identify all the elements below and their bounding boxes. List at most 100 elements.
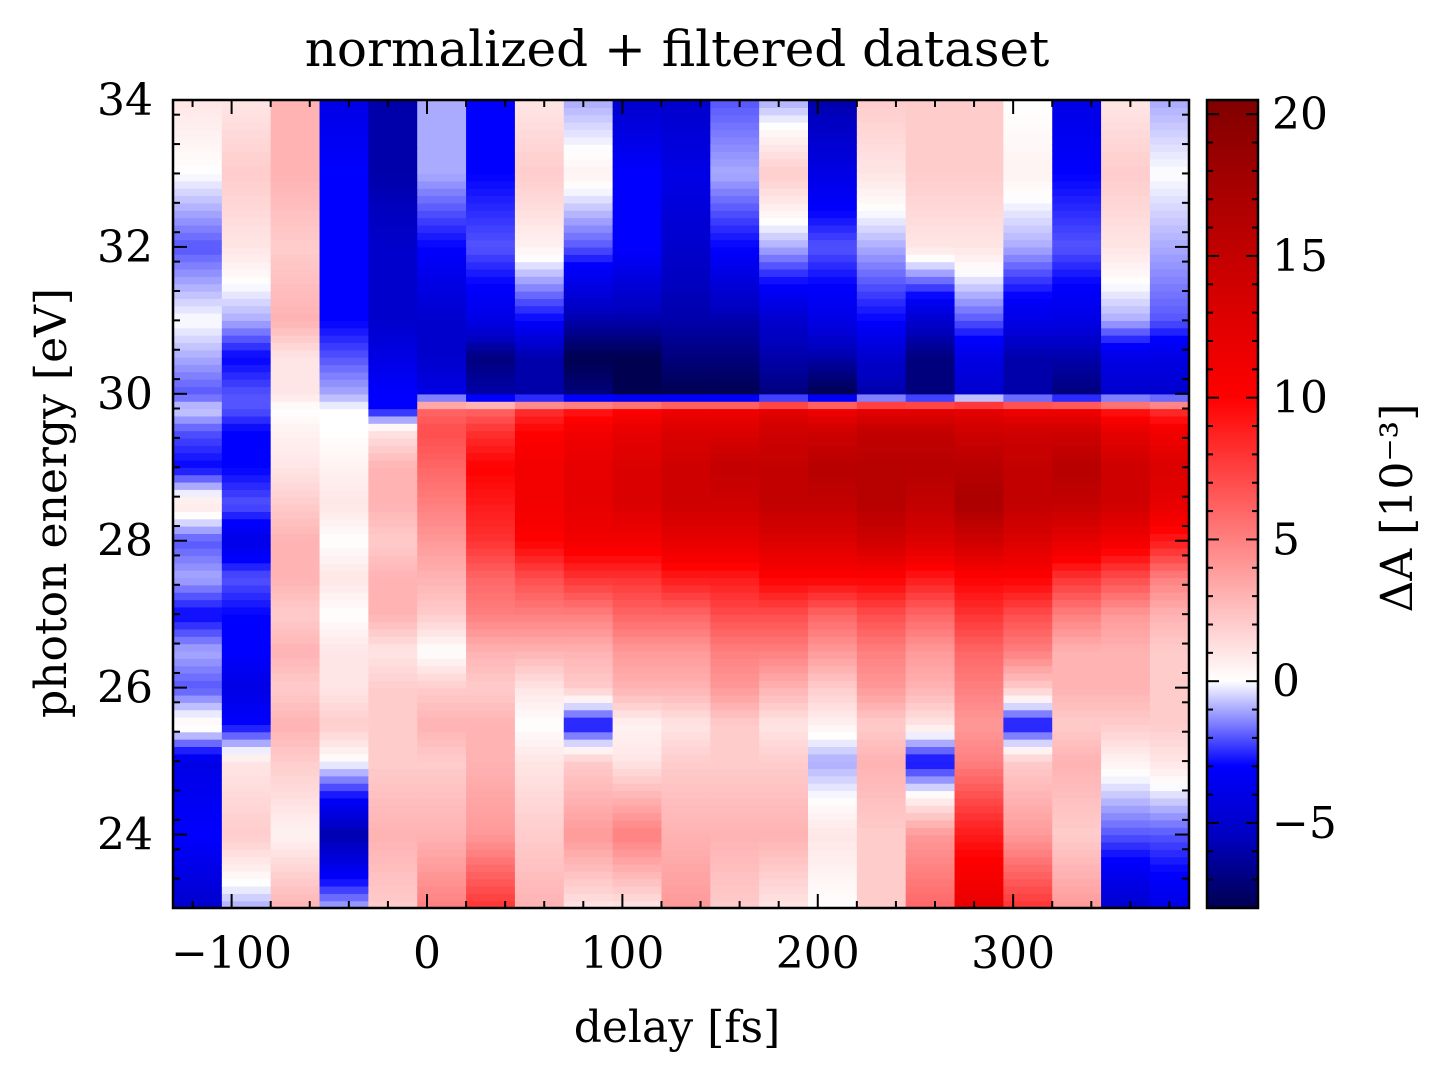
heatmap-cell bbox=[417, 841, 467, 850]
heatmap-cell bbox=[1003, 246, 1053, 255]
heatmap-cell bbox=[1101, 210, 1151, 219]
heatmap-cell bbox=[710, 871, 760, 880]
heatmap-cell bbox=[173, 349, 223, 358]
heatmap-cell bbox=[221, 290, 272, 299]
heatmap-cell bbox=[466, 643, 516, 652]
heatmap-cell bbox=[270, 658, 321, 667]
heatmap-cell bbox=[173, 636, 223, 645]
heatmap-cell bbox=[368, 540, 418, 549]
heatmap-cell bbox=[417, 599, 467, 608]
heatmap-cell bbox=[270, 592, 321, 601]
y-axis-label: photon energy [eV] bbox=[26, 288, 77, 718]
heatmap-cell bbox=[954, 518, 1004, 527]
heatmap-cell bbox=[563, 871, 614, 880]
heatmap-cell bbox=[466, 592, 516, 601]
heatmap-cell bbox=[1003, 379, 1053, 388]
heatmap-cell bbox=[759, 496, 809, 505]
heatmap-cell bbox=[808, 423, 858, 432]
heatmap-cell bbox=[856, 342, 907, 351]
heatmap-cell bbox=[514, 665, 565, 674]
heatmap-cell bbox=[612, 577, 663, 586]
heatmap-cell bbox=[173, 481, 223, 490]
heatmap-cell bbox=[759, 834, 809, 843]
heatmap-cell bbox=[612, 687, 663, 696]
heatmap-cell bbox=[905, 166, 956, 175]
heatmap-cell bbox=[759, 342, 809, 351]
heatmap-cell bbox=[1101, 232, 1151, 241]
heatmap-cell bbox=[1101, 173, 1151, 182]
heatmap-cell bbox=[466, 232, 516, 241]
heatmap-cell bbox=[661, 768, 711, 777]
heatmap-cell bbox=[466, 533, 516, 542]
heatmap-cell bbox=[417, 342, 467, 351]
heatmap-cell bbox=[856, 144, 907, 153]
heatmap-cell bbox=[856, 614, 907, 623]
heatmap-cell bbox=[856, 173, 907, 182]
heatmap-cell bbox=[319, 871, 369, 880]
heatmap-cell bbox=[319, 606, 369, 615]
heatmap-cell bbox=[661, 239, 711, 248]
heatmap-cell bbox=[221, 481, 272, 490]
heatmap-cell bbox=[954, 739, 1004, 747]
heatmap-cell bbox=[612, 805, 663, 814]
heatmap-cell bbox=[856, 709, 907, 718]
heatmap-cell bbox=[319, 584, 369, 593]
heatmap-cell bbox=[661, 658, 711, 667]
heatmap-cell bbox=[661, 643, 711, 652]
heatmap-cell bbox=[1003, 496, 1053, 505]
heatmap-cell bbox=[856, 900, 907, 908]
heatmap-cell bbox=[905, 871, 956, 880]
heatmap-cell bbox=[808, 158, 858, 167]
heatmap-cell bbox=[563, 202, 614, 211]
heatmap-cell bbox=[319, 540, 369, 549]
heatmap-cell bbox=[759, 232, 809, 241]
heatmap-cell bbox=[368, 393, 418, 402]
heatmap-cell bbox=[1052, 408, 1102, 417]
heatmap-cell bbox=[417, 386, 467, 395]
heatmap-cell bbox=[661, 614, 711, 623]
heatmap-cell bbox=[856, 452, 907, 461]
heatmap-cell bbox=[1149, 268, 1189, 277]
heatmap-cell bbox=[1101, 349, 1151, 358]
heatmap-cell bbox=[368, 805, 418, 814]
heatmap-cell bbox=[368, 702, 418, 711]
heatmap-cell bbox=[417, 555, 467, 564]
heatmap-cell bbox=[368, 533, 418, 542]
heatmap-cell bbox=[612, 636, 663, 645]
heatmap-cell bbox=[368, 739, 418, 747]
heatmap-cell bbox=[173, 342, 223, 351]
heatmap-cell bbox=[368, 504, 418, 512]
heatmap-cell bbox=[221, 136, 272, 145]
heatmap-cell bbox=[856, 511, 907, 520]
heatmap-cell bbox=[856, 268, 907, 277]
heatmap-cell bbox=[856, 555, 907, 564]
heatmap-cell bbox=[1052, 202, 1102, 211]
heatmap-cell bbox=[1101, 342, 1151, 351]
heatmap-cell bbox=[417, 584, 467, 593]
heatmap-cell bbox=[319, 658, 369, 667]
heatmap-cell bbox=[710, 254, 760, 263]
heatmap-cell bbox=[270, 878, 321, 887]
heatmap-cell bbox=[1149, 614, 1189, 623]
heatmap-cell bbox=[759, 643, 809, 652]
heatmap-cell bbox=[466, 100, 516, 108]
heatmap-cell bbox=[221, 195, 272, 204]
heatmap-cell bbox=[270, 496, 321, 505]
heatmap-cell bbox=[808, 849, 858, 858]
heatmap-cell bbox=[954, 254, 1004, 263]
heatmap-cell bbox=[417, 834, 467, 843]
heatmap-cell bbox=[221, 724, 272, 733]
heatmap-cell bbox=[1003, 290, 1053, 299]
heatmap-cell bbox=[710, 452, 760, 461]
heatmap-cell bbox=[221, 474, 272, 483]
heatmap-cell bbox=[221, 819, 272, 828]
heatmap-cell bbox=[710, 665, 760, 674]
heatmap-cell bbox=[1052, 665, 1102, 674]
heatmap-cell bbox=[612, 459, 663, 468]
heatmap-cell bbox=[319, 430, 369, 439]
heatmap-cell bbox=[563, 731, 614, 740]
heatmap-cell bbox=[417, 364, 467, 373]
heatmap-cell bbox=[954, 511, 1004, 520]
heatmap-cell bbox=[1101, 467, 1151, 476]
heatmap-cell bbox=[563, 151, 614, 160]
